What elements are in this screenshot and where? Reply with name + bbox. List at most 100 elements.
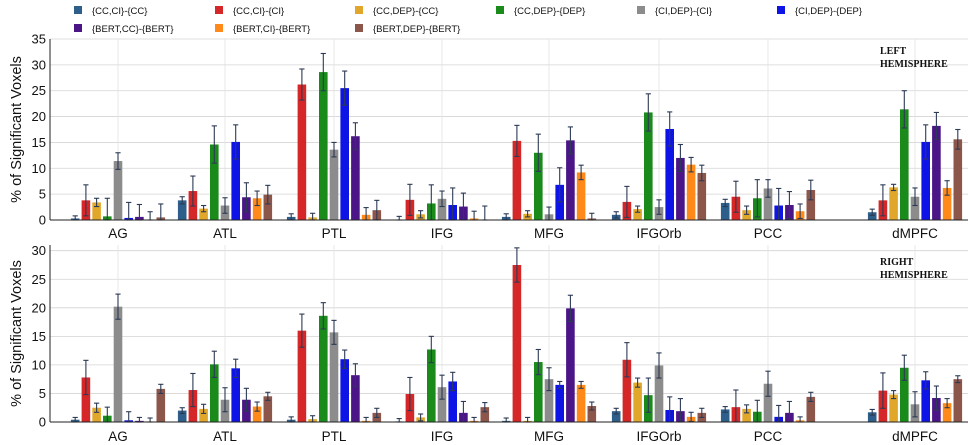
bar xyxy=(763,383,773,422)
bar xyxy=(263,194,273,220)
bar xyxy=(942,403,952,422)
bar xyxy=(889,394,898,422)
bar xyxy=(252,406,262,422)
x-category-label: PCC xyxy=(754,429,783,444)
x-category-label: dMPFC xyxy=(892,429,938,444)
legend-item: {BERT,CI}-{BERT} xyxy=(215,24,310,35)
legend-swatch xyxy=(215,6,223,14)
x-category-label: IFGOrb xyxy=(636,226,681,241)
bar xyxy=(720,409,730,422)
legend-item: {CC,CI}-{CC} xyxy=(74,6,147,17)
bar xyxy=(210,144,219,220)
bar xyxy=(177,410,187,422)
bar xyxy=(231,368,240,422)
x-category-label: IFG xyxy=(431,429,454,444)
y-tick-label: 15 xyxy=(32,329,46,344)
legend-swatch xyxy=(777,6,785,14)
bar xyxy=(953,379,963,422)
x-category-label: PCC xyxy=(754,226,783,241)
bar xyxy=(900,367,909,422)
bar xyxy=(742,210,751,220)
y-tick-label: 10 xyxy=(32,357,46,372)
right-hemisphere-panel: 0 5 10 15 20 25 30 % of Significant Voxels AG ATL… xyxy=(9,243,968,444)
bar xyxy=(534,152,543,220)
bar xyxy=(92,202,101,220)
bar xyxy=(297,84,307,220)
y-tick-label: 35 xyxy=(32,32,46,47)
bar xyxy=(512,264,522,422)
bar-group xyxy=(867,354,963,422)
legend-item: {BERT,DEP}-{BERT} xyxy=(355,24,460,35)
bar-group xyxy=(720,179,816,221)
bar-group xyxy=(501,124,597,221)
bar xyxy=(340,359,349,422)
bar xyxy=(644,112,653,220)
bar xyxy=(720,202,730,220)
legend-label: {BERT,CC}-{BERT} xyxy=(92,24,174,35)
legend-item: {CI,DEP}-{CI} xyxy=(637,6,712,17)
legend-label: {CI,DEP}-{DEP} xyxy=(795,6,862,17)
bar xyxy=(113,306,123,422)
bar xyxy=(329,332,339,422)
x-category-label: ATL xyxy=(213,429,237,444)
bar xyxy=(544,379,554,422)
bar xyxy=(252,198,262,220)
bar xyxy=(231,141,240,220)
y-tick-label: 10 xyxy=(32,161,46,176)
bar-group xyxy=(286,302,382,423)
bar xyxy=(686,164,696,220)
x-category-label: IFGOrb xyxy=(636,429,681,444)
legend-label: {CC,CI}-{CI} xyxy=(233,6,284,17)
bar-group xyxy=(177,350,273,422)
y-tick-label: 15 xyxy=(32,135,46,150)
bar xyxy=(297,330,307,422)
x-category-label: AG xyxy=(108,429,128,444)
legend-swatch xyxy=(496,6,504,14)
bar xyxy=(437,387,447,422)
bar xyxy=(210,364,219,422)
bar xyxy=(889,187,898,220)
x-category-label: ATL xyxy=(213,226,237,241)
bar-group xyxy=(611,93,707,220)
bar xyxy=(566,140,575,220)
x-category-label: dMPFC xyxy=(892,226,938,241)
bar xyxy=(867,412,877,422)
legend-item: {CC,DEP}-{CC} xyxy=(355,6,438,17)
bar xyxy=(576,172,586,220)
bar-group xyxy=(611,342,707,423)
legend-item: {BERT,CC}-{BERT} xyxy=(74,24,174,35)
bar-group xyxy=(720,370,816,423)
bar xyxy=(576,384,586,422)
bar xyxy=(665,128,674,220)
bar xyxy=(867,212,877,220)
bar-group xyxy=(177,124,273,220)
x-category-label: IFG xyxy=(431,226,454,241)
bar xyxy=(942,187,952,220)
hemisphere-annotation: HEMISPHERE xyxy=(880,59,948,70)
bar xyxy=(92,407,101,422)
y-tick-label: 0 xyxy=(39,213,46,228)
bar-group xyxy=(394,335,490,423)
bar xyxy=(921,141,930,220)
legend-swatch xyxy=(637,6,645,14)
bar xyxy=(340,88,349,220)
bar xyxy=(633,382,642,422)
bar xyxy=(921,380,930,422)
bar xyxy=(319,72,328,221)
y-tick-label: 20 xyxy=(32,109,46,124)
bar xyxy=(263,396,273,422)
bar xyxy=(199,408,208,422)
bar xyxy=(676,157,685,220)
legend-label: {BERT,DEP}-{BERT} xyxy=(373,24,460,35)
x-category-label: AG xyxy=(108,226,128,241)
bar-group xyxy=(394,183,490,221)
legend-item: {CC,DEP}-{DEP} xyxy=(496,6,585,17)
y-tick-label: 0 xyxy=(39,415,46,430)
bar xyxy=(806,190,816,220)
legend-label: {BERT,CI}-{BERT} xyxy=(233,24,310,35)
bar-group xyxy=(70,293,166,423)
bar xyxy=(448,381,457,422)
legend-label: {CC,CI}-{CC} xyxy=(92,6,147,17)
y-axis-label: % of Significant Voxels xyxy=(9,260,25,407)
x-category-label: PTL xyxy=(322,429,347,444)
